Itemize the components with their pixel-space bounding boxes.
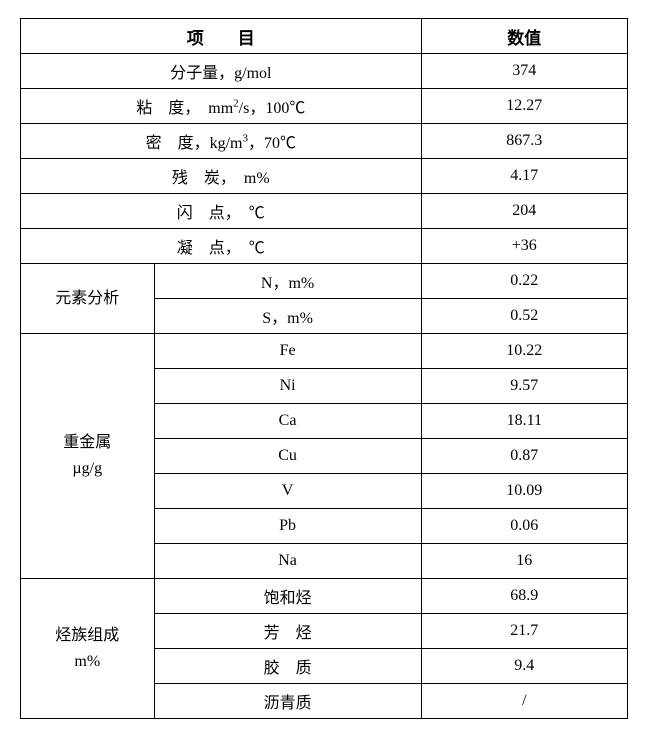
item-cell: 饱和烃 <box>154 579 421 614</box>
value-cell: 9.57 <box>421 369 627 404</box>
group-hydrocarbons-line2: m% <box>74 653 100 670</box>
value-cell: 10.22 <box>421 334 627 369</box>
item-cell: 胶 质 <box>154 649 421 684</box>
table-header-row: 项 目 数值 <box>21 19 628 54</box>
value-cell: 0.22 <box>421 264 627 299</box>
value-cell: 12.27 <box>421 89 627 124</box>
group-hydrocarbons-line1: 烃族组成 <box>55 627 119 644</box>
value-cell: 374 <box>421 54 627 89</box>
value-cell: +36 <box>421 229 627 264</box>
table-row: 闪 点， ℃ 204 <box>21 194 628 229</box>
table-row: 密 度，kg/m3，70℃ 867.3 <box>21 124 628 159</box>
group-heavy-metals-line2: µg/g <box>72 460 102 477</box>
table-row: 重金属 µg/g Fe 10.22 <box>21 334 628 369</box>
table-row: 烃族组成 m% 饱和烃 68.9 <box>21 579 628 614</box>
group-hydrocarbons: 烃族组成 m% <box>21 579 155 719</box>
table-row: 元素分析 N，m% 0.22 <box>21 264 628 299</box>
value-cell: 0.06 <box>421 509 627 544</box>
value-cell: 0.52 <box>421 299 627 334</box>
value-cell: 68.9 <box>421 579 627 614</box>
value-cell: 0.87 <box>421 439 627 474</box>
item-cell: 芳 烃 <box>154 614 421 649</box>
value-cell: 9.4 <box>421 649 627 684</box>
item-cell: 残 炭， m% <box>21 159 422 194</box>
value-cell: 4.17 <box>421 159 627 194</box>
item-cell: Pb <box>154 509 421 544</box>
value-cell: 18.11 <box>421 404 627 439</box>
table-row: 粘 度， mm2/s，100℃ 12.27 <box>21 89 628 124</box>
table-row: 凝 点， ℃ +36 <box>21 229 628 264</box>
item-cell: S，m% <box>154 299 421 334</box>
item-cell: Ca <box>154 404 421 439</box>
value-cell: 16 <box>421 544 627 579</box>
value-cell: 10.09 <box>421 474 627 509</box>
table-row: 残 炭， m% 4.17 <box>21 159 628 194</box>
table-row: 分子量，g/mol 374 <box>21 54 628 89</box>
item-cell: 分子量，g/mol <box>21 54 422 89</box>
value-cell: 21.7 <box>421 614 627 649</box>
item-cell: Fe <box>154 334 421 369</box>
group-element-analysis: 元素分析 <box>21 264 155 334</box>
header-item: 项 目 <box>21 19 422 54</box>
group-heavy-metals-line1: 重金属 <box>63 434 111 451</box>
item-cell: 凝 点， ℃ <box>21 229 422 264</box>
item-cell: 密 度，kg/m3，70℃ <box>21 124 422 159</box>
item-cell: N，m% <box>154 264 421 299</box>
item-cell: 沥青质 <box>154 684 421 719</box>
item-cell: V <box>154 474 421 509</box>
item-cell: 闪 点， ℃ <box>21 194 422 229</box>
properties-table: 项 目 数值 分子量，g/mol 374 粘 度， mm2/s，100℃ 12.… <box>20 18 628 719</box>
value-cell: / <box>421 684 627 719</box>
header-value: 数值 <box>421 19 627 54</box>
item-cell: Cu <box>154 439 421 474</box>
group-heavy-metals: 重金属 µg/g <box>21 334 155 579</box>
value-cell: 867.3 <box>421 124 627 159</box>
value-cell: 204 <box>421 194 627 229</box>
item-cell: Ni <box>154 369 421 404</box>
item-cell: Na <box>154 544 421 579</box>
item-cell: 粘 度， mm2/s，100℃ <box>21 89 422 124</box>
